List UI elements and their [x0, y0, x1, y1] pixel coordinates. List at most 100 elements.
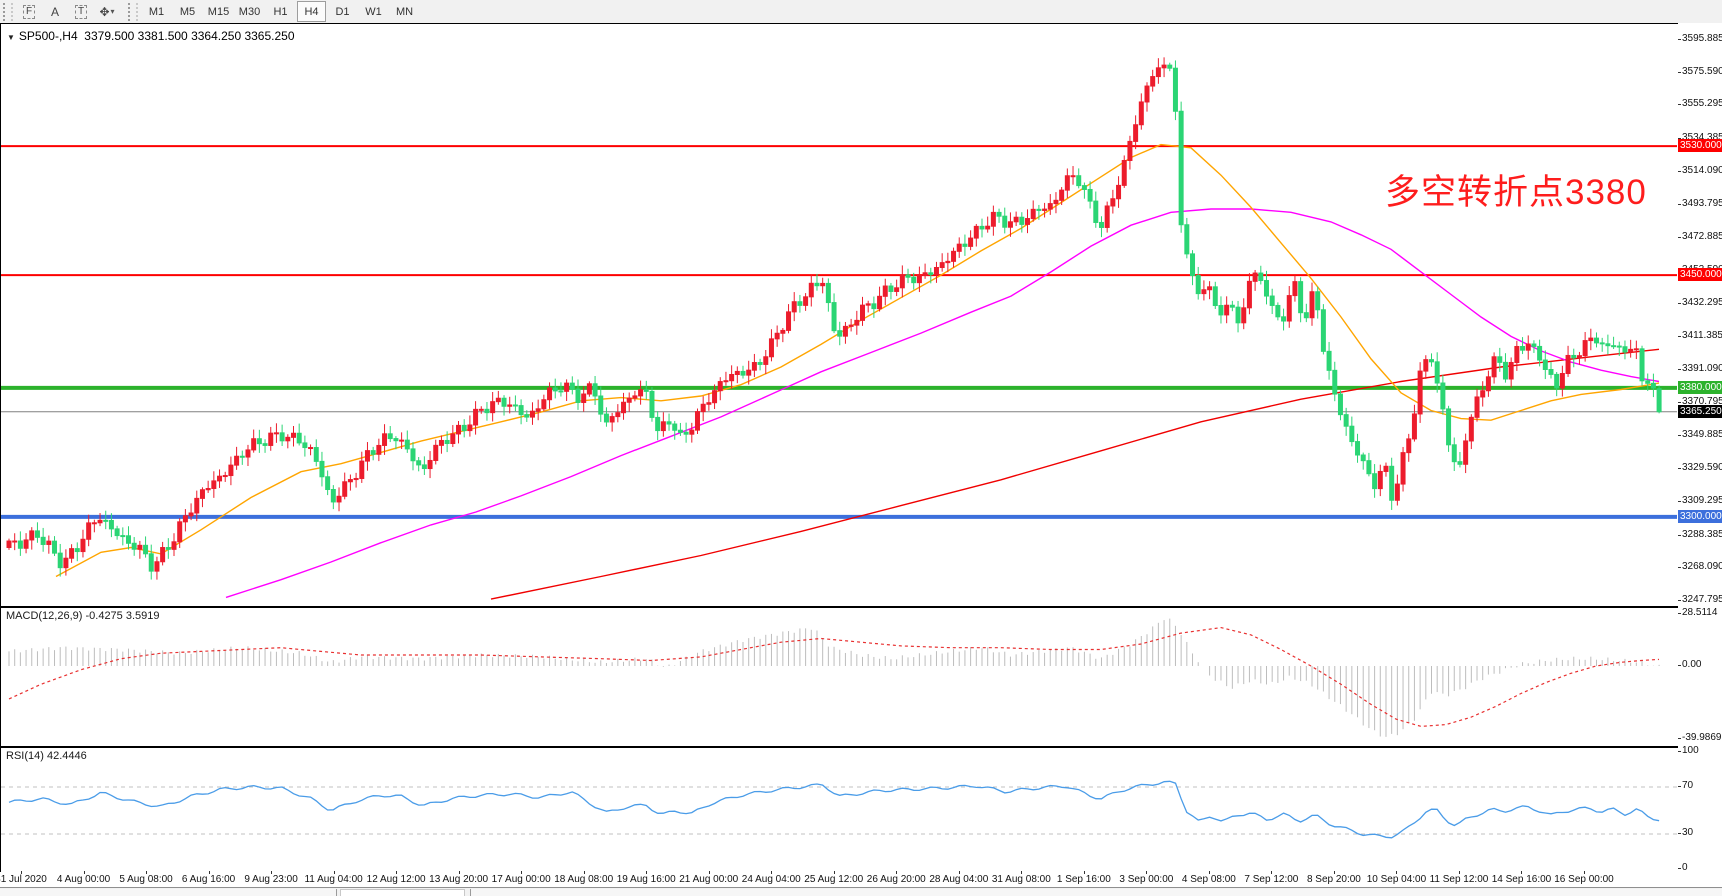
axis-tick-mark [1678, 138, 1681, 140]
time-tick-label: 12 Aug 12:00 [366, 874, 426, 885]
timeframe-button-MN[interactable]: MN [395, 5, 414, 18]
time-tick-label: 18 Aug 08:00 [554, 874, 614, 885]
axis-tick-label: 28.5114 [1682, 606, 1718, 618]
timeframe-button-H4[interactable]: H4 [297, 1, 326, 22]
axis-tick-label: 3555.295 [1682, 98, 1722, 110]
axis-tick-mark [1678, 665, 1681, 666]
axis-tick-mark [1678, 738, 1681, 740]
price-axis[interactable]: 3595.885 3575.590 3555.295 3534.385 3514.090… [1678, 23, 1722, 886]
axis-tick-mark [1678, 612, 1681, 614]
time-tick-label: 31 Jul 2020 [0, 874, 47, 885]
axis-tick-label: 3472.885 [1682, 231, 1722, 243]
drawing-tools-group: F A T ✥ ▾ [16, 1, 120, 22]
text-icon[interactable]: A [50, 4, 59, 19]
toolbar-grip[interactable] [3, 2, 13, 21]
timeframe-button-D1[interactable]: D1 [335, 5, 350, 18]
horizontal-scrollbar[interactable] [0, 887, 1722, 896]
time-tick-label: 11 Aug 04:00 [304, 874, 363, 885]
timeframe-button-M30[interactable]: M30 [238, 5, 261, 18]
time-tick-mark [458, 871, 460, 874]
time-tick-mark [1083, 871, 1085, 874]
rsi-pane[interactable] [0, 747, 1680, 874]
time-tick-mark [896, 871, 898, 874]
time-tick-label: 13 Aug 20:00 [429, 874, 489, 885]
time-tick-label: 24 Aug 04:00 [741, 874, 801, 885]
time-tick-mark [1021, 871, 1023, 874]
timeframe-group: M1 M5 M15 M30 H1 H4 D1 W1 MN [141, 1, 420, 22]
time-tick-label: 6 Aug 16:00 [181, 874, 236, 885]
time-tick-mark [708, 871, 710, 874]
axis-tick-label: 3247.795 [1682, 594, 1722, 605]
axis-tick-mark [1678, 567, 1681, 569]
price-chart-pane[interactable] [0, 23, 1680, 607]
axis-tick-label: 3411.385 [1682, 330, 1722, 342]
time-tick-mark [271, 871, 273, 874]
timeframe-button-W1[interactable]: W1 [365, 5, 382, 18]
axis-tick-mark [1678, 401, 1681, 403]
price-level-badge: 3365.250 [1678, 404, 1722, 418]
symbol-period-label: SP500-,H4 [18, 29, 78, 43]
time-tick-label: 25 Aug 12:00 [804, 874, 864, 885]
fibonacci-icon[interactable]: F [17, 1, 41, 22]
scrollbar-thumb[interactable] [340, 889, 465, 896]
text-label-icon[interactable]: T [69, 1, 93, 22]
toolbar-grip[interactable] [128, 2, 138, 21]
time-tick-label: 10 Sep 04:00 [1366, 874, 1427, 885]
time-tick-mark [21, 871, 22, 874]
toolbar: F A T ✥ ▾ M1 M5 M15 M30 H1 H4 D1 W1 MN [0, 0, 1722, 24]
price-level-badge: 3380.000 [1678, 380, 1722, 394]
timeframe-button-M15[interactable]: M15 [207, 5, 230, 18]
time-tick-mark [83, 871, 85, 874]
timeframe-button-M1[interactable]: M1 [148, 5, 165, 18]
axis-tick-label: -39.9869 [1682, 732, 1722, 744]
time-axis[interactable]: 31 Jul 2020 4 Aug 00:00 5 Aug 08:00 6 Aug 1… [0, 871, 1722, 886]
axis-tick-label: 3514.090 [1682, 164, 1722, 176]
axis-tick-mark [1678, 71, 1681, 73]
collapse-triangle-icon[interactable]: ▼ [7, 33, 15, 42]
axis-tick-label: 0.00 [1682, 659, 1702, 670]
scrollbar-track-right[interactable] [470, 889, 1722, 896]
scrollbar-track-left[interactable] [0, 889, 337, 896]
time-tick-label: 19 Aug 16:00 [616, 874, 676, 885]
dropdown-caret-icon[interactable]: ▾ [110, 7, 115, 16]
axis-tick-mark [1678, 750, 1681, 752]
time-tick-mark [1521, 871, 1523, 874]
axis-tick-mark [1678, 170, 1681, 172]
timeframe-button-M5[interactable]: M5 [179, 5, 196, 18]
time-tick-label: 9 Aug 23:00 [244, 874, 298, 885]
axis-tick-label: 3309.295 [1682, 494, 1722, 506]
chart-title: ▼ SP500-,H4 3379.500 3381.500 3364.250 33… [7, 29, 295, 43]
axis-tick-mark [1678, 435, 1681, 437]
time-tick-label: 3 Sep 00:00 [1119, 874, 1174, 885]
time-tick-label: 16 Sep 00:00 [1554, 874, 1614, 885]
time-tick-mark [521, 871, 523, 874]
axis-tick-label: 3370.795 [1682, 395, 1722, 407]
time-tick-label: 31 Aug 08:00 [991, 874, 1051, 885]
time-tick-label: 4 Sep 08:00 [1181, 874, 1236, 885]
axis-tick-mark [1678, 600, 1681, 601]
timeframe-button-H1[interactable]: H1 [273, 5, 288, 18]
axis-tick-label: 3391.090 [1682, 363, 1722, 375]
time-tick-label: 4 Aug 00:00 [56, 874, 111, 885]
macd-pane[interactable] [0, 607, 1680, 747]
macd-label: MACD(12,26,9) -0.4275 3.5919 [6, 610, 160, 622]
axis-tick-mark [1678, 203, 1681, 205]
axis-tick-label: 3493.795 [1682, 197, 1722, 209]
price-level-badge: 3300.000 [1678, 509, 1722, 523]
time-tick-mark [1271, 871, 1273, 874]
arrows-icon[interactable]: ✥ ▾ [99, 4, 115, 19]
ohlc-values: 3379.500 3381.500 3364.250 3365.250 [84, 29, 295, 43]
time-tick-mark [208, 871, 210, 874]
time-tick-mark [958, 871, 960, 874]
axis-tick-mark [1678, 104, 1681, 106]
axis-tick-mark [1678, 868, 1681, 870]
axis-tick-label: 3329.590 [1682, 462, 1722, 474]
rsi-label: RSI(14) 42.4446 [6, 750, 87, 762]
axis-tick-label: 70 [1682, 780, 1694, 791]
macd-values: -0.4275 3.5919 [85, 610, 160, 622]
axis-tick-mark [1678, 369, 1681, 371]
time-tick-mark [1146, 871, 1148, 874]
axis-tick-mark [1678, 302, 1681, 304]
axis-tick-label: 100 [1682, 744, 1699, 756]
time-tick-mark [771, 871, 773, 874]
